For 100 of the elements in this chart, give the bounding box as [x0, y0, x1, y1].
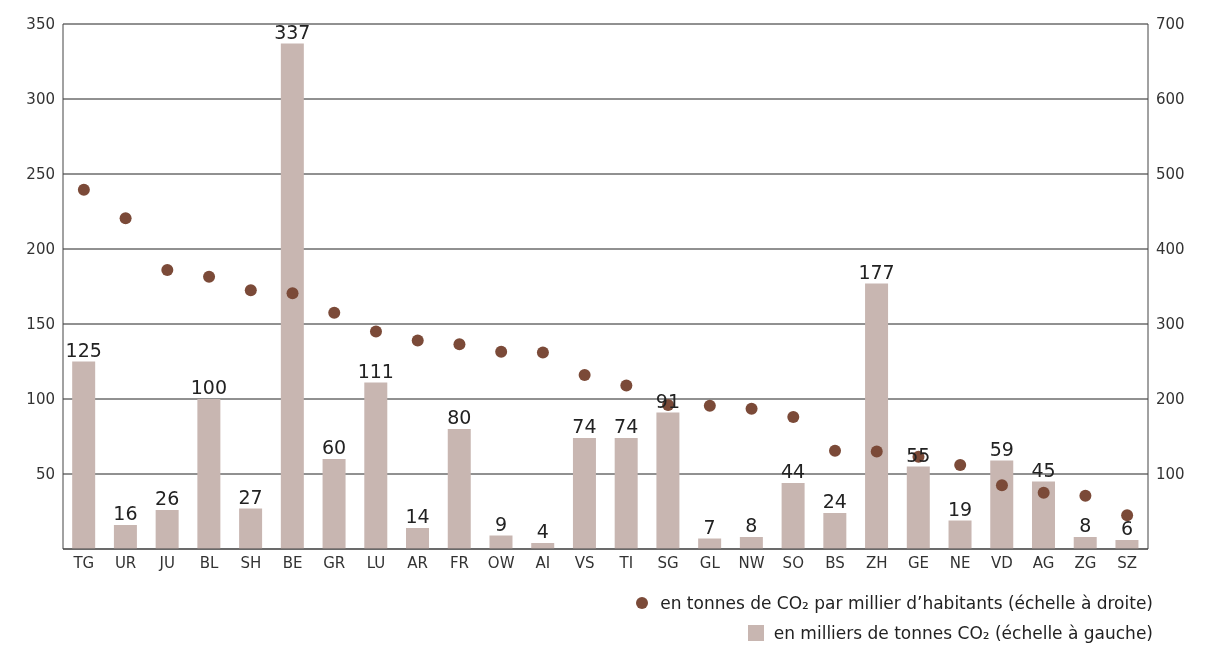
data-label: 6: [1120, 517, 1133, 539]
x-tick-label: SH: [240, 553, 262, 572]
y-tick-label: 100: [26, 390, 55, 409]
data-label: 91: [655, 389, 681, 412]
data-label: 19: [947, 497, 973, 520]
bar: [990, 460, 1014, 549]
point: [453, 338, 466, 351]
bar: [113, 525, 137, 549]
x-tick-label: GR: [323, 553, 346, 572]
bar: [280, 43, 304, 549]
x-tick-label: GL: [699, 553, 721, 572]
x-tick-label: OW: [487, 553, 515, 572]
y2-tick-label: 400: [1156, 240, 1185, 259]
bar: [823, 513, 847, 549]
point: [954, 459, 967, 471]
point: [161, 264, 174, 276]
y-tick-label: 300: [26, 90, 55, 109]
data-label: 26: [155, 487, 180, 509]
bar: [447, 429, 471, 549]
y2-tick-label: 700: [1156, 15, 1185, 34]
data-label: 44: [781, 460, 806, 482]
point: [745, 402, 758, 415]
data-label: 9: [494, 512, 508, 535]
y-tick-label: 200: [26, 240, 55, 259]
point: [620, 379, 633, 392]
data-label: 8: [745, 514, 758, 536]
x-tick-label: SZ: [1117, 553, 1138, 572]
data-label: 16: [113, 502, 138, 524]
point: [286, 287, 299, 300]
bar: [322, 459, 346, 549]
legend-label: en tonnes de CO₂ par millier d’habitants (échelle à droite): [660, 593, 1153, 613]
point: [244, 284, 257, 297]
x-tick-label: FR: [449, 553, 469, 572]
point: [703, 399, 716, 412]
bar: [948, 520, 972, 549]
data-label: 125: [65, 338, 102, 361]
bar: [1073, 537, 1097, 549]
data-label: 8: [1079, 514, 1092, 536]
bar: [197, 399, 221, 549]
x-tick-label: AG: [1032, 553, 1055, 572]
x-tick-label: UR: [114, 553, 137, 572]
bar: [865, 283, 889, 549]
data-label: 80: [447, 406, 472, 428]
bar: [656, 412, 680, 549]
x-tick-label: LU: [366, 553, 386, 572]
point: [1037, 486, 1050, 499]
point: [411, 334, 424, 347]
point: [119, 212, 132, 225]
bar: [155, 510, 179, 549]
y2-tick-label: 200: [1156, 390, 1185, 409]
x-tick-label: NE: [949, 553, 971, 572]
data-label: 60: [321, 436, 347, 458]
data-label: 27: [238, 485, 263, 508]
y-tick-label: 50: [35, 465, 55, 484]
data-label: 177: [858, 260, 895, 283]
data-label: 14: [405, 505, 430, 527]
point: [995, 479, 1008, 492]
bar: [72, 361, 96, 549]
point: [870, 445, 883, 458]
bar: [739, 537, 763, 549]
point: [787, 411, 800, 423]
y-tick-label: 250: [26, 165, 55, 184]
bar: [364, 382, 388, 549]
data-label: 111: [357, 359, 394, 382]
x-tick-label: VD: [991, 553, 1013, 572]
x-tick-label: BL: [199, 553, 220, 572]
x-tick-label: TG: [72, 553, 95, 572]
data-label: 7: [703, 515, 716, 538]
point: [1121, 509, 1134, 522]
legend-label: en milliers de tonnes CO₂ (échelle à gauche): [773, 623, 1153, 643]
x-tick-label: GE: [907, 553, 930, 572]
y2-tick-label: 500: [1156, 165, 1185, 184]
bar: [572, 438, 596, 549]
point: [495, 345, 508, 358]
x-tick-label: BE: [282, 553, 303, 572]
x-tick-label: VS: [574, 553, 595, 572]
y-tick-label: 150: [26, 315, 55, 334]
bar: [406, 528, 430, 549]
point: [536, 346, 549, 359]
point: [328, 306, 341, 319]
data-label: 74: [572, 415, 597, 437]
data-label: 100: [190, 376, 228, 398]
x-tick-label: NW: [738, 553, 765, 572]
data-label: 337: [274, 20, 311, 43]
x-tick-label: TI: [618, 553, 634, 572]
x-tick-label: SO: [782, 553, 804, 572]
data-label: 24: [822, 490, 847, 512]
bar: [239, 508, 263, 549]
data-label: 45: [1031, 458, 1056, 481]
x-tick-label: SG: [657, 553, 679, 572]
y2-tick-label: 100: [1156, 465, 1185, 484]
bar: [1031, 481, 1055, 549]
x-tick-label: AR: [407, 553, 429, 572]
data-label: 74: [614, 415, 639, 437]
x-tick-label: BS: [825, 553, 845, 572]
x-tick-label: JU: [158, 553, 176, 572]
point: [77, 183, 90, 196]
x-tick-label: ZH: [865, 553, 888, 572]
point: [578, 369, 591, 381]
y2-tick-label: 600: [1156, 90, 1185, 109]
